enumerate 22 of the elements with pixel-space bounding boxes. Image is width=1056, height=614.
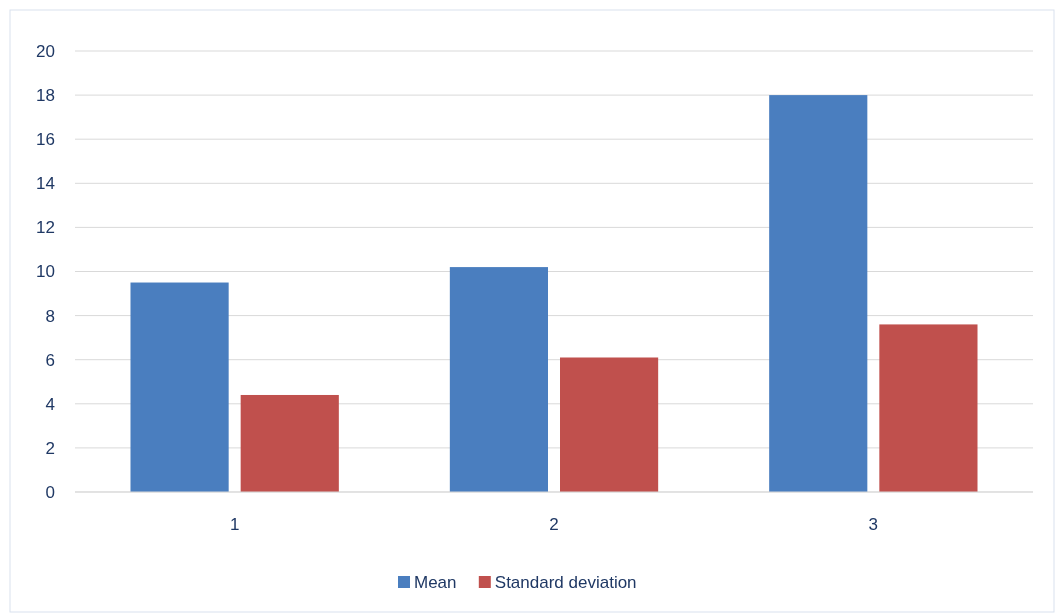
- legend-label: Mean: [414, 572, 457, 592]
- x-tick-label: 2: [549, 515, 559, 534]
- y-tick-label: 16: [36, 130, 55, 150]
- bar: [769, 95, 868, 492]
- bar: [449, 267, 548, 492]
- x-tick-label: 1: [229, 515, 240, 534]
- y-tick-label: 6: [45, 350, 55, 370]
- y-tick-label: 4: [45, 394, 55, 414]
- y-tick-label: 12: [36, 218, 55, 238]
- y-tick-label: 14: [36, 174, 55, 194]
- y-tick-label: 10: [36, 262, 55, 282]
- bar: [879, 324, 978, 492]
- y-tick-label: 18: [36, 86, 55, 106]
- y-tick-label: 20: [36, 41, 55, 61]
- bar: [130, 282, 229, 492]
- y-tick-label: 2: [45, 438, 55, 458]
- x-tick-label: 3: [868, 515, 879, 534]
- bar: [240, 394, 339, 492]
- y-tick-label: 0: [45, 482, 55, 502]
- legend-label: Standard deviation: [494, 572, 637, 592]
- bar: [560, 357, 659, 492]
- y-tick-label: 8: [45, 306, 55, 326]
